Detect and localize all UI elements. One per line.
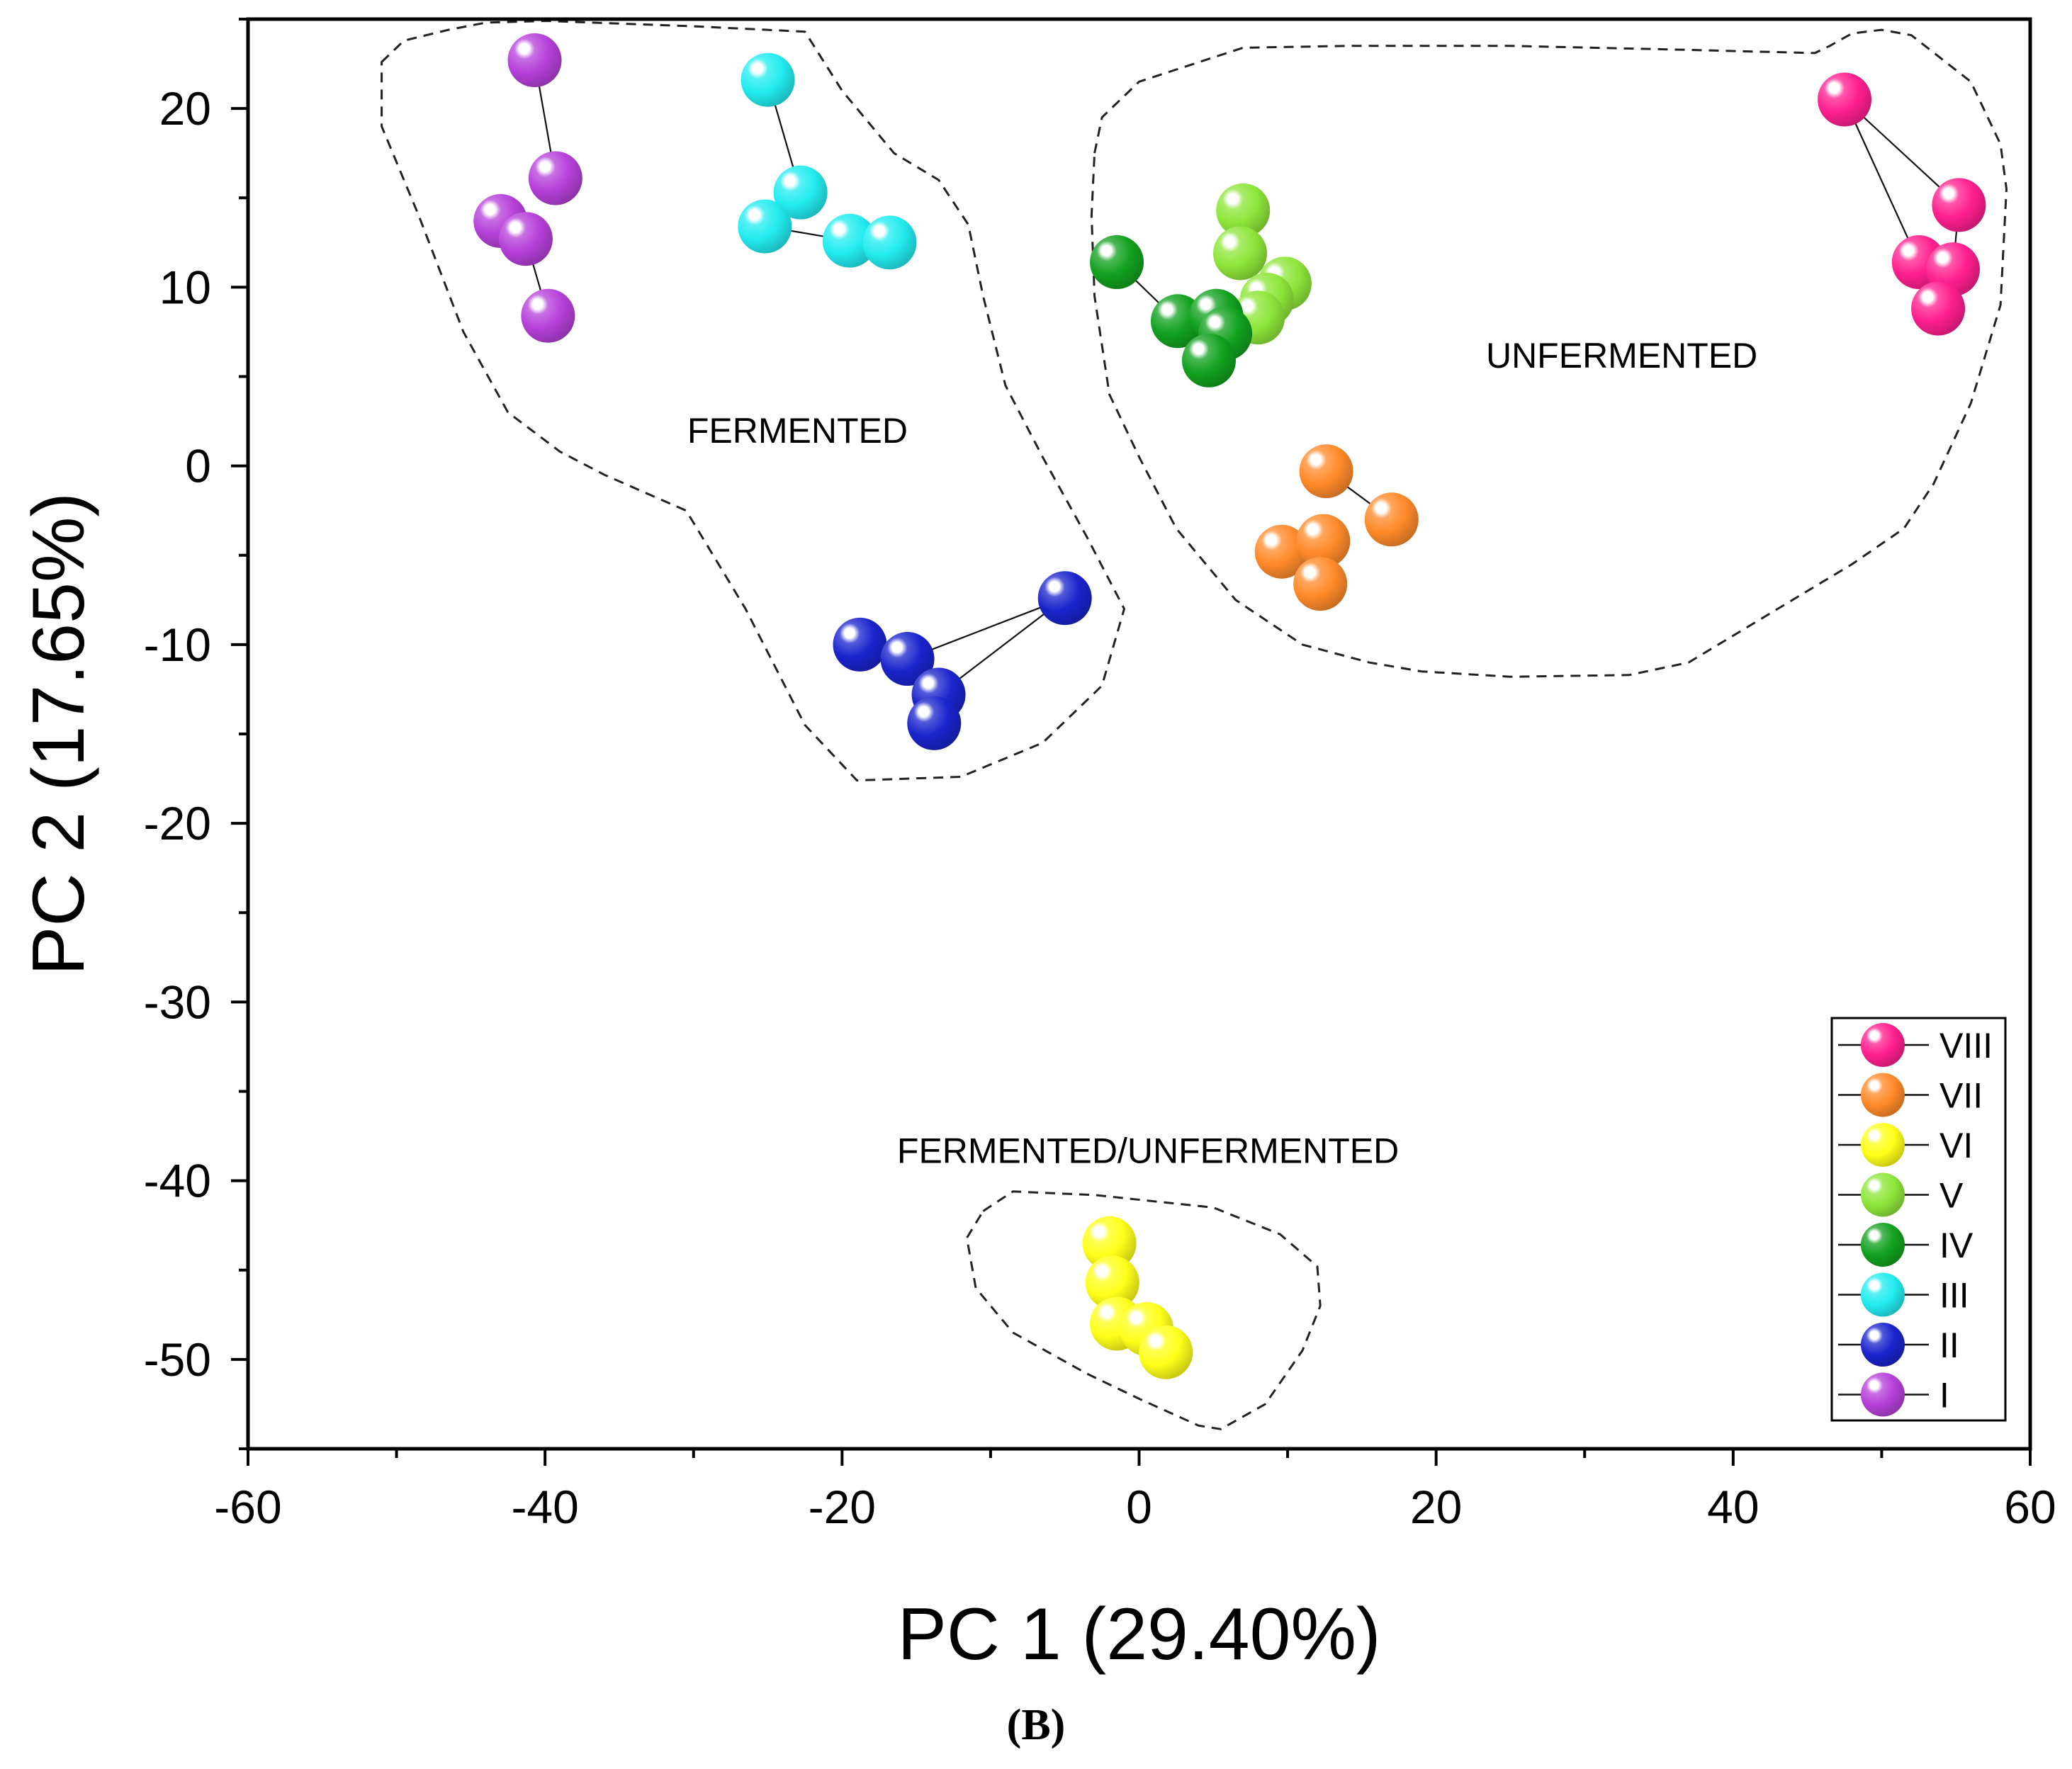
point-iv xyxy=(1182,333,1237,388)
x-tick-label: 20 xyxy=(1410,1481,1462,1533)
y-tick-label: 0 xyxy=(185,440,211,492)
x-tick-label: -20 xyxy=(809,1481,876,1533)
fermented-unfermented-region xyxy=(965,1190,1322,1430)
point-i xyxy=(528,151,582,205)
y-tick-label: 20 xyxy=(159,82,211,135)
point-vii xyxy=(1293,557,1348,611)
unfermented-region xyxy=(1090,28,2008,678)
legend-marker-i xyxy=(1861,1372,1905,1417)
point-viii xyxy=(1932,178,1986,232)
point-iii xyxy=(773,165,828,220)
x-axis-title: PC 1 (29.40%) xyxy=(897,1593,1380,1675)
point-i xyxy=(498,212,553,266)
y-tick-label: 10 xyxy=(159,261,211,313)
y-tick-label: -30 xyxy=(144,976,211,1028)
legend-marker-vi xyxy=(1861,1123,1905,1167)
annotations: FERMENTED UNFERMENTED FERMENTED/UNFERMENTE… xyxy=(687,336,1757,1171)
data-points xyxy=(473,33,1986,1379)
link-viii xyxy=(1844,99,1920,263)
point-i xyxy=(507,33,562,88)
legend-marker-ii xyxy=(1861,1323,1905,1367)
point-ii xyxy=(833,617,887,672)
point-iii xyxy=(738,199,792,254)
link-ii xyxy=(907,597,1066,660)
point-iii xyxy=(741,52,795,107)
point-iv xyxy=(1090,235,1144,290)
point-v xyxy=(1213,226,1268,281)
annotation-label: FERMENTED/UNFERMENTED xyxy=(897,1131,1399,1171)
y-tick-label: -10 xyxy=(144,618,211,671)
legend-label-iv: IV xyxy=(1939,1226,1974,1265)
point-vii xyxy=(1296,514,1351,568)
point-i xyxy=(521,288,575,343)
point-v xyxy=(1216,183,1271,237)
point-vii xyxy=(1299,444,1353,499)
legend-marker-viii xyxy=(1861,1023,1905,1067)
legend-label-i: I xyxy=(1939,1376,1949,1415)
y-tick-label: -40 xyxy=(144,1155,211,1207)
point-viii xyxy=(1911,281,1966,336)
legend-marker-iv xyxy=(1861,1223,1905,1267)
point-ii xyxy=(1037,571,1092,626)
x-tick-label: -60 xyxy=(214,1481,281,1533)
legend-label-ii: II xyxy=(1939,1326,1959,1365)
point-iii xyxy=(862,215,917,270)
legend-label-viii: VIII xyxy=(1939,1026,1993,1066)
cluster-regions xyxy=(381,20,2008,1430)
axis-ticks: -60 -40 -20 0 20 40 60 -50 -40 -30 -20 -10 0 10 20 xyxy=(144,18,2056,1533)
y-tick-label: -20 xyxy=(144,797,211,849)
legend-marker-vii xyxy=(1861,1073,1905,1117)
point-vi xyxy=(1139,1325,1193,1379)
annotation-label: FERMENTED xyxy=(687,411,908,451)
fermented-region xyxy=(381,20,1125,782)
point-ii xyxy=(880,632,935,686)
x-tick-label: 40 xyxy=(1707,1481,1759,1533)
legend-box xyxy=(1830,1017,2007,1422)
legend-label-v: V xyxy=(1939,1176,1964,1216)
x-tick-label: 60 xyxy=(2004,1481,2056,1533)
annotation-label: UNFERMENTED xyxy=(1486,336,1757,375)
y-tick-label: -50 xyxy=(144,1333,211,1386)
point-viii xyxy=(1818,72,1872,127)
y-axis-title: PC 2 (17.65%) xyxy=(18,492,100,976)
legend-label-vii: VII xyxy=(1939,1076,1983,1116)
point-iii xyxy=(822,213,877,268)
point-vi xyxy=(1085,1255,1139,1310)
legend-label-iii: III xyxy=(1939,1276,1969,1316)
x-tick-label: -40 xyxy=(511,1481,578,1533)
panel-label: (B) xyxy=(1007,1701,1066,1749)
point-ii xyxy=(907,696,962,750)
point-vi xyxy=(1082,1216,1137,1270)
point-vii xyxy=(1364,492,1419,547)
x-tick-label: 0 xyxy=(1126,1481,1152,1533)
legend-marker-iii xyxy=(1861,1272,1905,1317)
legend-label-vi: VI xyxy=(1939,1126,1973,1165)
legend-marker-v xyxy=(1861,1172,1905,1217)
point-vii xyxy=(1254,524,1309,579)
